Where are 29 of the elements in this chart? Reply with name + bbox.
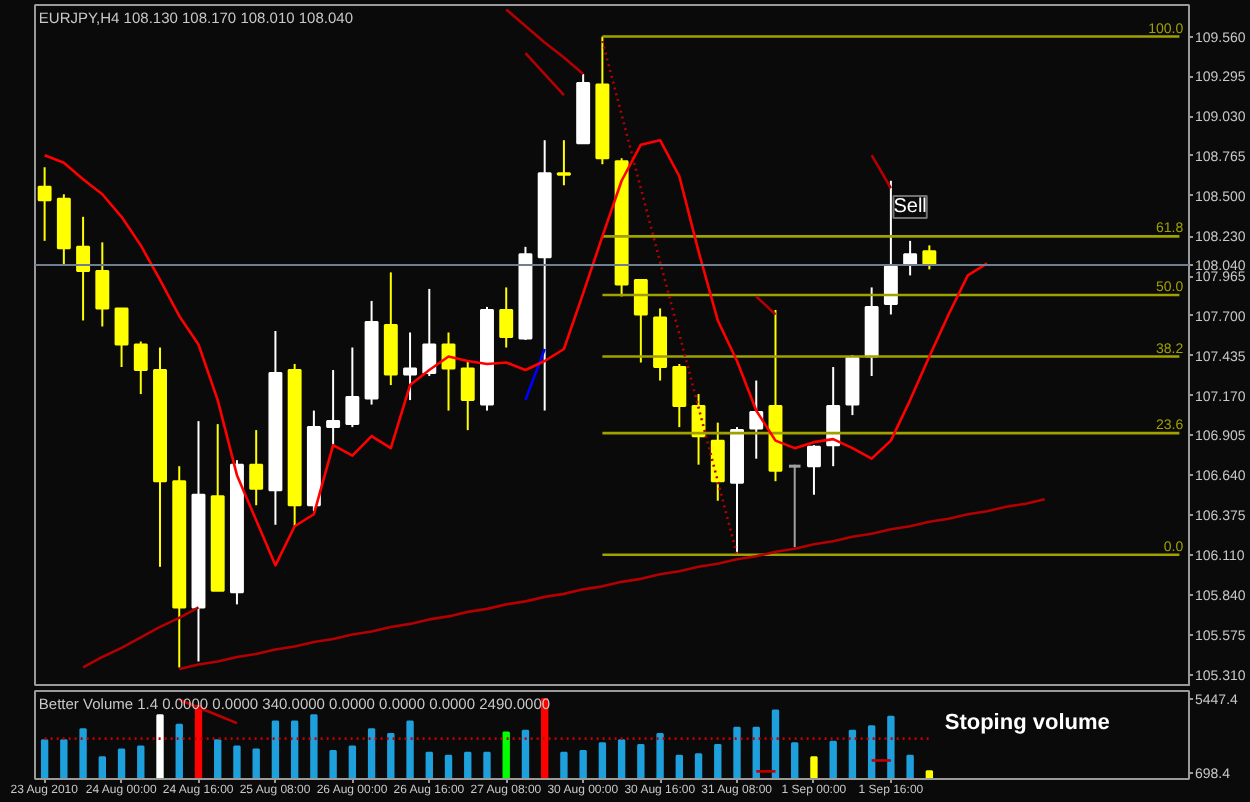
candlestick <box>633 278 648 364</box>
candlestick <box>249 429 264 507</box>
candlestick <box>133 340 148 396</box>
candlestick <box>403 331 418 402</box>
candlestick <box>922 244 937 271</box>
candlestick <box>345 346 360 429</box>
candlestick <box>37 166 52 242</box>
candlestick <box>672 363 687 429</box>
candlestick <box>556 139 571 187</box>
line-series <box>177 497 1047 671</box>
line-series <box>601 39 739 557</box>
candlestick <box>710 421 725 502</box>
annotation: Sell <box>893 196 927 218</box>
candlestick <box>114 307 129 369</box>
candlestick <box>883 179 898 316</box>
line-series <box>43 138 989 567</box>
candlestick <box>845 354 860 417</box>
candlestick <box>460 360 475 432</box>
line-series <box>504 8 585 76</box>
line-series <box>81 606 200 669</box>
candlestick <box>326 369 341 447</box>
candlestick <box>95 241 110 328</box>
annotation: Stoping volume <box>944 711 1110 736</box>
candlestick <box>787 463 802 549</box>
candlestick <box>806 444 821 496</box>
candlestick <box>499 286 514 349</box>
candlestick <box>76 215 91 322</box>
candlestick <box>749 379 764 460</box>
candlestick <box>422 287 437 378</box>
